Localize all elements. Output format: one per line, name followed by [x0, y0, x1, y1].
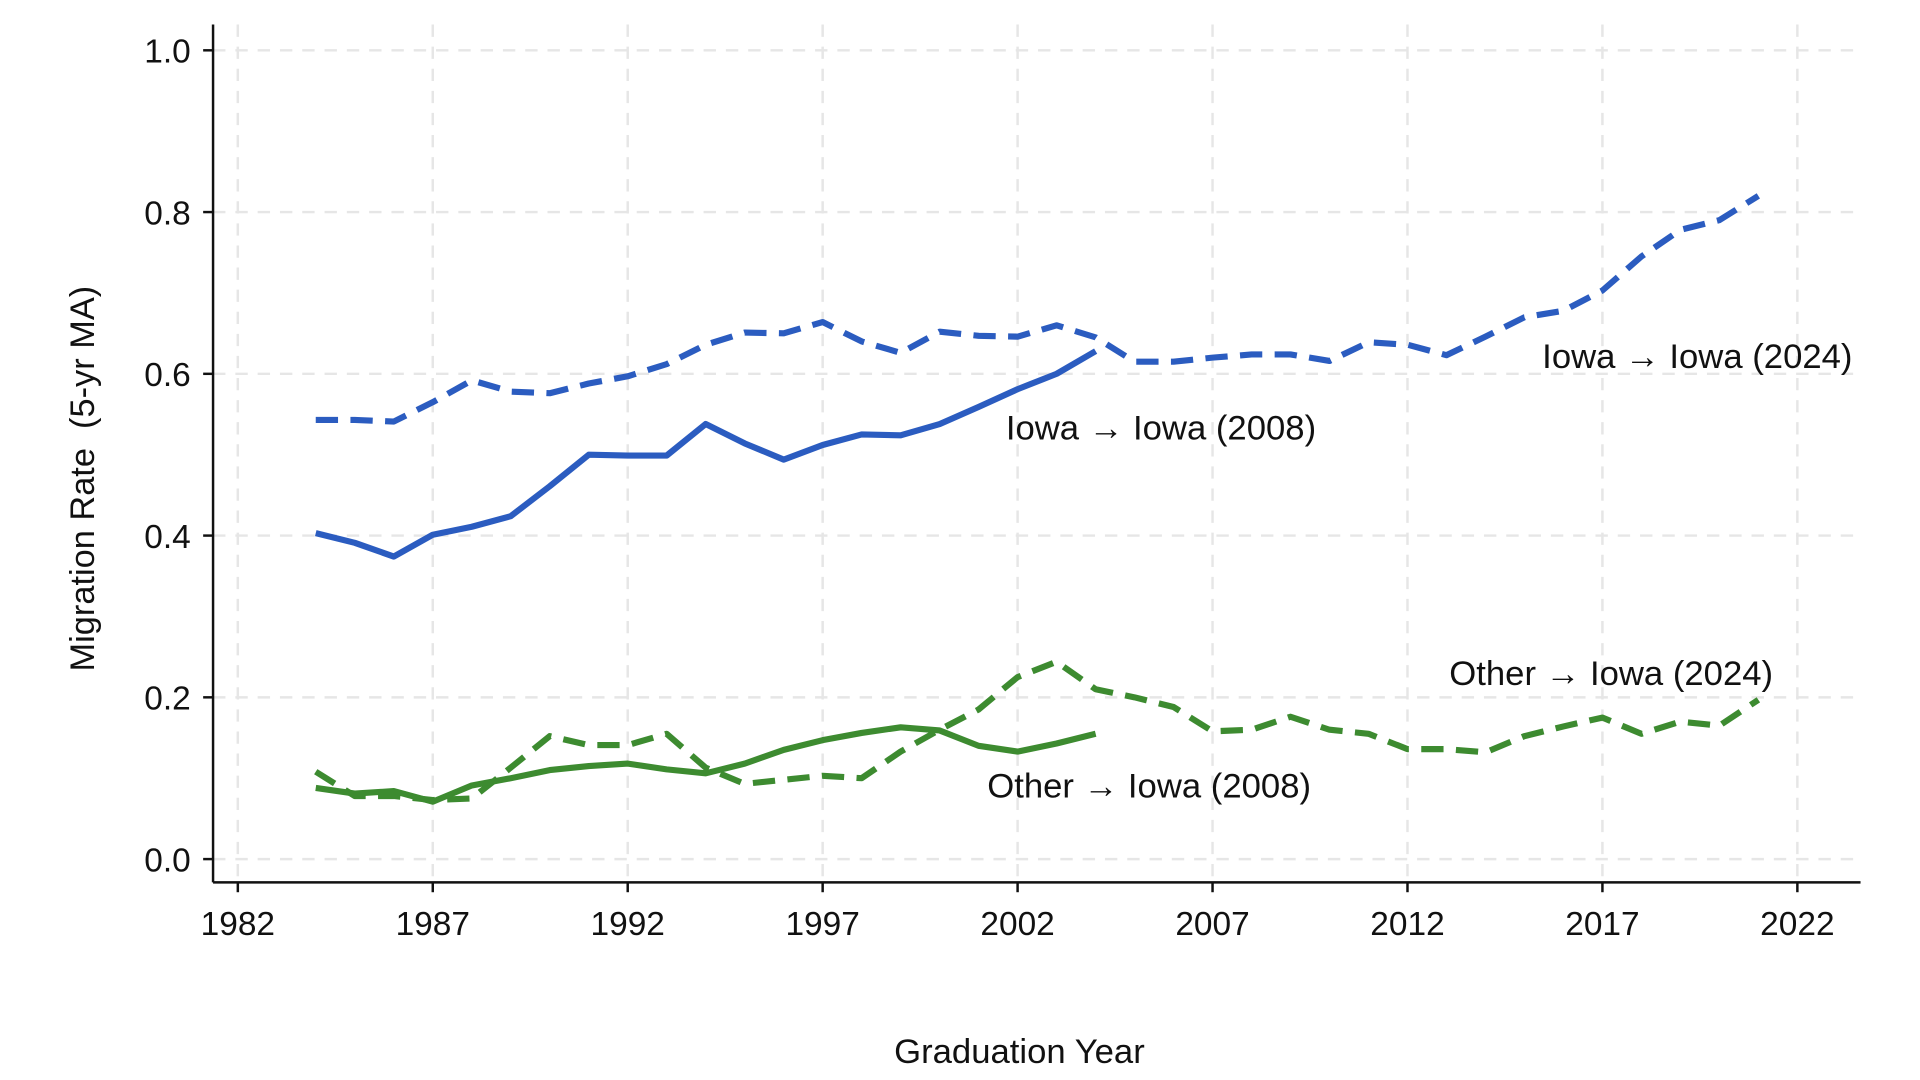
- x-ticks: 1982 1987 1992 1997 2002 2007 2012 2017 2022: [201, 882, 1835, 943]
- x-tick-label: 1992: [591, 906, 665, 943]
- series-labels: Iowa → Iowa (2024) Iowa → Iowa (2008) Ot…: [987, 338, 1852, 805]
- y-tick-label: 1.0: [144, 34, 190, 71]
- label-iowa-2008: Iowa → Iowa (2008): [1006, 410, 1316, 448]
- label-other-2024: Other → Iowa (2024): [1449, 655, 1773, 693]
- series-line-3: [315, 724, 1097, 805]
- x-tick-label: 1982: [201, 906, 275, 943]
- y-tick-label: 0.4: [144, 519, 190, 556]
- x-tick-label: 2022: [1760, 906, 1834, 943]
- x-tick-label: 1987: [396, 906, 470, 943]
- x-tick-label: 2012: [1370, 906, 1444, 943]
- y-tick-label: 0.6: [144, 357, 190, 394]
- y-tick-label: 0.8: [144, 195, 190, 232]
- axes: [211, 24, 1861, 884]
- series-line-1: [314, 348, 1098, 560]
- y-axis-label: Migration Rate (5-yr MA): [64, 286, 102, 672]
- x-tick-label: 2002: [980, 906, 1054, 943]
- x-tick-label: 2007: [1175, 906, 1249, 943]
- series-line-0: [315, 193, 1760, 425]
- grid: [213, 24, 1861, 883]
- x-tick-label: 1997: [785, 906, 859, 943]
- y-tick-label: 0.2: [144, 681, 190, 718]
- label-other-2008: Other → Iowa (2008): [987, 768, 1311, 806]
- x-tick-label: 2017: [1565, 906, 1639, 943]
- series-lines: [314, 193, 1761, 805]
- x-axis-label: Graduation Year: [894, 1033, 1145, 1071]
- label-iowa-2024: Iowa → Iowa (2024): [1542, 338, 1852, 376]
- y-tick-label: 0.0: [144, 842, 190, 879]
- y-ticks: 0.0 0.2 0.4 0.6 0.8 1.0: [144, 34, 214, 879]
- series-line-2: [314, 658, 1761, 804]
